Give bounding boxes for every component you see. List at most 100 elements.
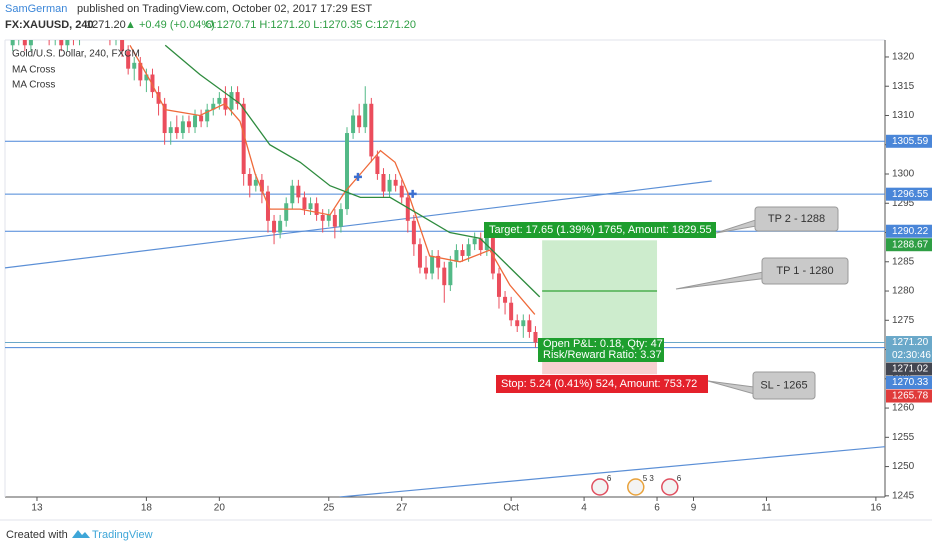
candle-body [430, 255, 435, 274]
candle-body [199, 115, 204, 122]
y-tick-label: 1255 [892, 432, 915, 443]
candle-body [490, 232, 495, 274]
moving-average [129, 44, 536, 315]
candle-body [503, 296, 508, 303]
callout-box [761, 257, 849, 285]
candle-body [478, 238, 483, 251]
callout-box [754, 206, 839, 232]
candle-body [296, 185, 301, 198]
candle-body [363, 103, 368, 128]
price-label: 1290.22 [892, 226, 929, 237]
price-label-box [886, 376, 932, 390]
candle-body [120, 40, 125, 52]
event-icon [591, 478, 609, 496]
price-label: 1271.02 [892, 364, 929, 375]
candle-body [28, 40, 33, 46]
candle-body [399, 185, 404, 198]
rr-label: Risk/Reward Ratio: 3.37 [543, 349, 662, 361]
chart-title: Gold/U.S. Dollar, 240, FXCM [12, 49, 140, 60]
candle-body [162, 103, 167, 134]
candle-body [126, 51, 131, 69]
candle-body [515, 320, 520, 327]
candle-body [369, 103, 374, 157]
y-tick-label: 1280 [892, 286, 915, 297]
candle-body [332, 214, 337, 227]
candle-body [22, 40, 27, 46]
legend-entry: MA Cross [12, 80, 55, 91]
x-tick-label: 13 [31, 503, 43, 514]
candle-body [509, 302, 514, 321]
candle-body [314, 203, 319, 215]
x-tick-label: 11 [761, 503, 772, 514]
pnl-box [538, 338, 664, 362]
candle-body [405, 197, 410, 221]
candle-body [205, 109, 210, 122]
candle-body [259, 179, 264, 192]
candle-body [460, 250, 465, 256]
candle-body [533, 331, 538, 343]
candle-body [387, 179, 392, 192]
price-label: 1305.59 [892, 136, 929, 147]
y-tick-label: 1260 [892, 403, 915, 414]
callout-label: TP 2 - 1288 [768, 213, 825, 225]
y-tick-label: 1295 [892, 198, 915, 209]
y-tick-label: 1320 [892, 52, 915, 63]
candle-body [272, 220, 277, 233]
candle-body [454, 250, 459, 262]
price-label: 1271.20 [892, 337, 929, 348]
candle-body [472, 238, 477, 245]
footer-brand[interactable]: TradingView [92, 529, 153, 541]
candle-body [65, 40, 70, 46]
candle-body [484, 232, 489, 251]
candle-body [375, 156, 380, 174]
callout-label: TP 1 - 1280 [776, 265, 833, 277]
y-tick-label: 1300 [892, 169, 915, 180]
candle-body [180, 121, 185, 134]
candle-body [217, 97, 222, 104]
price-label-box [886, 336, 932, 350]
candle-body [521, 320, 526, 327]
candle-body [442, 267, 447, 286]
callout-box [752, 371, 816, 400]
target-box [484, 222, 716, 238]
candle-body [284, 203, 289, 221]
candle-body [466, 244, 471, 256]
price-label: 1288.67 [892, 239, 929, 250]
price-label-box [886, 134, 932, 148]
y-tick-label: 1250 [892, 461, 915, 472]
candle-body [132, 62, 137, 69]
change: ▲ +0.49 (+0.04%) [125, 19, 215, 31]
x-tick-label: 4 [581, 503, 587, 514]
x-tick-label: 20 [214, 503, 226, 514]
author[interactable]: SamGerman [5, 3, 67, 15]
price-label-box [886, 187, 932, 201]
y-tick-label: 1285 [892, 256, 915, 267]
candle-body [326, 214, 331, 221]
event-icon [661, 478, 679, 496]
candle-body [138, 62, 143, 81]
candle-body [424, 267, 429, 274]
price-label-box [886, 224, 932, 238]
symbol: FX:XAUUSD, 240 [5, 19, 94, 31]
candle-body [448, 261, 453, 286]
candle-body [10, 40, 15, 46]
candle-body [357, 115, 362, 128]
cross-marker [408, 189, 417, 198]
candle-body [186, 121, 191, 128]
price-label-box [886, 238, 932, 252]
price-label: 1270.33 [892, 377, 929, 388]
candle-body [381, 173, 386, 192]
x-tick-label: Oct [503, 503, 519, 514]
header: SamGerman published on TradingView.com, … [5, 3, 416, 31]
x-tick-label: 6 [654, 503, 660, 514]
event-icon [627, 478, 645, 496]
moving-average [164, 44, 541, 298]
candle-body [174, 127, 179, 134]
event-count: 6 [677, 474, 682, 483]
candle-body [417, 244, 422, 268]
last-price: 1271.20 [86, 19, 126, 31]
candle-body [247, 173, 252, 186]
candle-body [496, 273, 501, 297]
x-tick-label: 27 [396, 503, 408, 514]
